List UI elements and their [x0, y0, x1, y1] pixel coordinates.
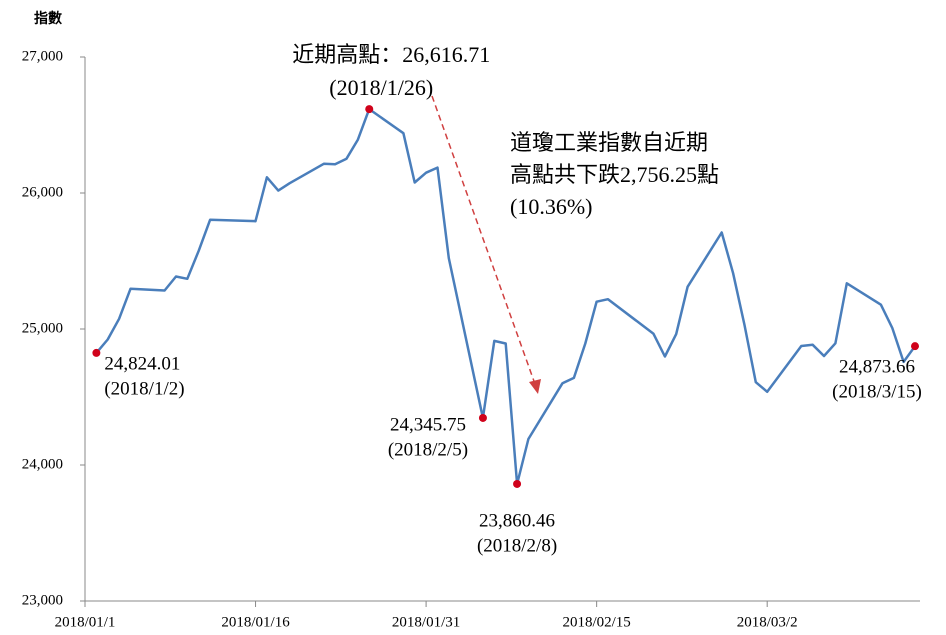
- date-label: (2018/2/5): [388, 439, 468, 460]
- marker: [513, 479, 522, 488]
- value-label: 24,345.75: [390, 414, 466, 435]
- arrow-line: [431, 95, 536, 385]
- marker: [92, 348, 101, 357]
- y-axis-label: 指數: [34, 10, 62, 27]
- value-label: 24,824.01: [104, 353, 180, 374]
- y-tick-label: 23,000: [22, 592, 63, 608]
- marker: [911, 342, 919, 351]
- value-label: 24,873.66: [839, 357, 915, 378]
- annotation: 道瓊工業指數自近期: [510, 130, 708, 155]
- y-tick-label: 24,000: [22, 456, 63, 472]
- series-line: [95, 107, 917, 486]
- y-tick-label: 26,000: [22, 184, 63, 200]
- x-tick-label: 2018/01/31: [392, 614, 460, 630]
- y-tick-label: 27,000: [22, 48, 63, 64]
- marker: [365, 105, 374, 114]
- value-label: 23,860.46: [479, 510, 555, 531]
- annotation: 高點共下跌2,756.25點: [510, 162, 719, 187]
- x-tick-label: 2018/01/1: [55, 614, 116, 630]
- marker: [478, 413, 487, 422]
- date-label: (2018/3/15): [832, 382, 922, 403]
- y-tick-label: 25,000: [22, 320, 63, 336]
- x-tick-label: 2018/01/16: [221, 614, 290, 630]
- arrow-head: [529, 379, 541, 394]
- x-tick-label: 2018/03/2: [737, 614, 798, 630]
- date-label: (2018/2/8): [477, 535, 557, 556]
- date-label: (2018/1/2): [104, 378, 184, 399]
- value-label: 近期高點：26,616.71: [292, 42, 490, 67]
- x-tick-label: 2018/02/15: [562, 614, 630, 630]
- date-label: (2018/1/26): [329, 75, 433, 100]
- annotation: (10.36%): [510, 194, 592, 219]
